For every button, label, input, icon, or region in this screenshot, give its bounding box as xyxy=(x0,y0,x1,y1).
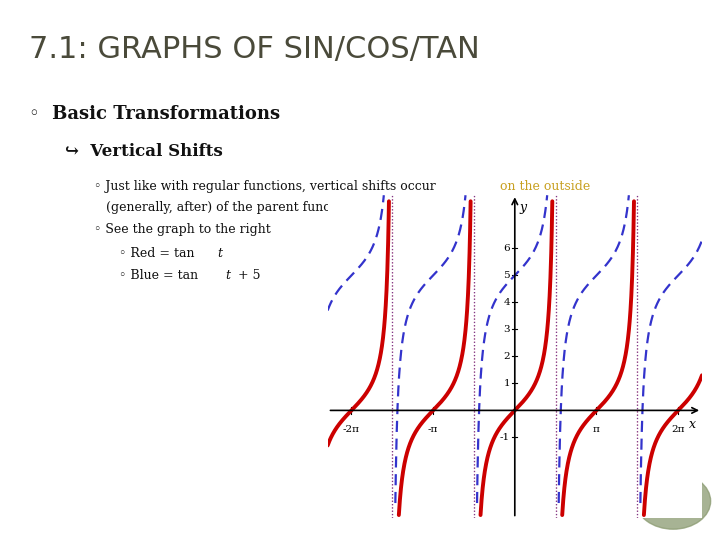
Text: y: y xyxy=(520,201,526,214)
Text: 2π: 2π xyxy=(672,426,685,434)
Text: ◦ See the graph to the right: ◦ See the graph to the right xyxy=(94,223,270,236)
Text: t: t xyxy=(225,269,230,282)
Text: -2π: -2π xyxy=(343,426,360,434)
Text: -1: -1 xyxy=(500,433,510,442)
Text: 5: 5 xyxy=(503,271,510,280)
Text: π: π xyxy=(593,426,600,434)
Text: ◦ Blue = tan: ◦ Blue = tan xyxy=(119,269,202,282)
Text: t: t xyxy=(217,247,222,260)
Text: 1: 1 xyxy=(503,379,510,388)
Text: on the outside: on the outside xyxy=(500,180,590,193)
Text: + 5: + 5 xyxy=(234,269,261,282)
Text: 4: 4 xyxy=(503,298,510,307)
Text: ↪  Vertical Shifts: ↪ Vertical Shifts xyxy=(65,143,222,160)
Text: ◦  Basic Transformations: ◦ Basic Transformations xyxy=(29,105,280,123)
Text: ◦ Just like with regular functions, vertical shifts occur: ◦ Just like with regular functions, vert… xyxy=(94,180,436,193)
Text: 7.1: GRAPHS OF SIN/COS/TAN: 7.1: GRAPHS OF SIN/COS/TAN xyxy=(29,35,480,64)
Text: x: x xyxy=(689,418,696,431)
Circle shape xyxy=(636,473,711,529)
Text: 6: 6 xyxy=(503,244,510,253)
Text: ◦ Red = tan: ◦ Red = tan xyxy=(119,247,198,260)
Text: (generally, after) of the parent function.: (generally, after) of the parent functio… xyxy=(94,201,359,214)
Text: 2: 2 xyxy=(503,352,510,361)
Text: 3: 3 xyxy=(503,325,510,334)
Text: -π: -π xyxy=(428,426,438,434)
